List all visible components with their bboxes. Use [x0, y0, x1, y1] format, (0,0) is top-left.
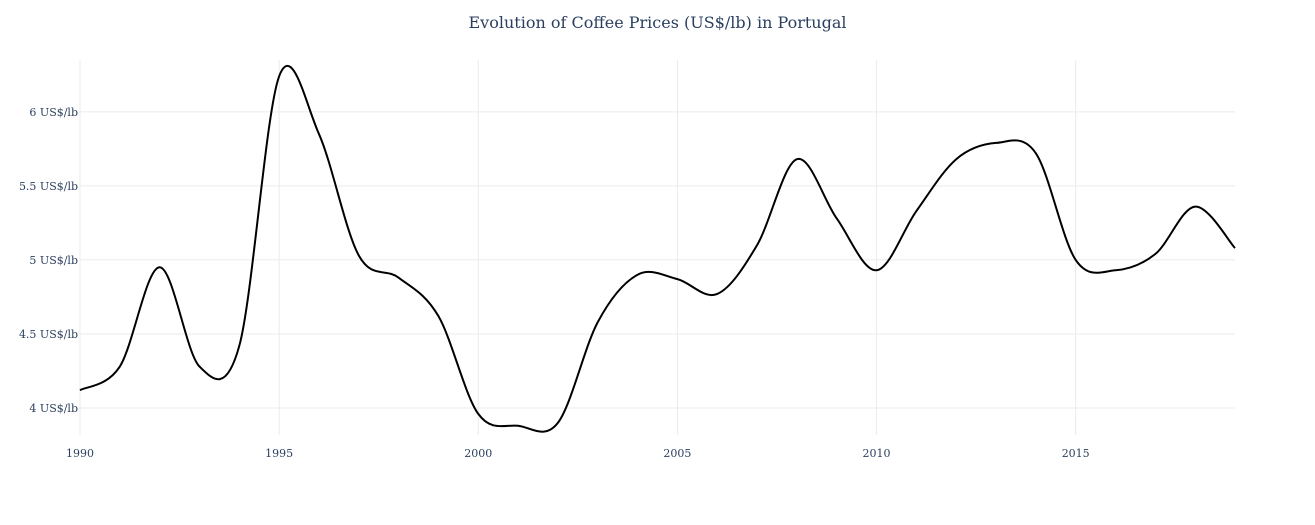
y-tick-label: 6 US$/lb [29, 106, 78, 119]
chart-title: Evolution of Coffee Prices (US$/lb) in P… [468, 13, 847, 32]
x-axis-tick-labels: 1990 1995 2000 2005 2010 2015 [66, 447, 1090, 460]
y-gridlines [80, 111, 1235, 409]
y-tick-label: 5.5 US$/lb [19, 180, 78, 193]
y-tick-label: 4.5 US$/lb [19, 328, 78, 341]
x-tick-label: 2015 [1062, 447, 1090, 460]
x-tick-label: 1995 [265, 447, 293, 460]
y-tick-label: 5 US$/lb [29, 254, 78, 267]
x-tick-label: 2005 [663, 447, 691, 460]
series-layer [79, 65, 1236, 433]
y-tick-label: 4 US$/lb [29, 402, 78, 415]
x-tick-label: 2000 [464, 447, 492, 460]
x-tick-label: 1990 [66, 447, 94, 460]
x-gridlines [79, 60, 1077, 435]
price-line [79, 65, 1236, 433]
y-axis-tick-labels: 4 US$/lb 4.5 US$/lb 5 US$/lb 5.5 US$/lb 6 US… [19, 106, 78, 415]
x-tick-label: 2010 [863, 447, 891, 460]
